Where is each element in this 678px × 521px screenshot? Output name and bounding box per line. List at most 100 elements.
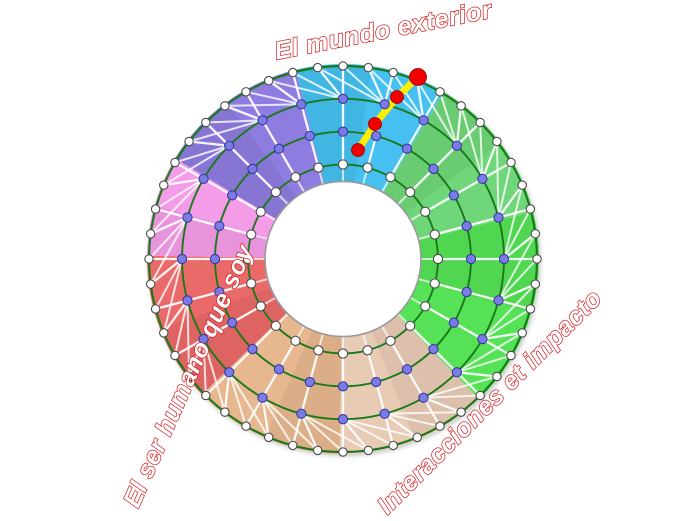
node-dot[interactable] — [363, 445, 374, 456]
node-dot[interactable] — [448, 317, 460, 328]
node-dot[interactable] — [432, 253, 444, 265]
node-dot[interactable] — [405, 320, 416, 331]
node-dot[interactable] — [517, 328, 527, 338]
node-dot[interactable] — [257, 115, 268, 126]
node-dot[interactable] — [418, 392, 429, 403]
node-dot[interactable] — [312, 62, 323, 73]
node-dot[interactable] — [477, 173, 488, 185]
node-dot[interactable] — [420, 301, 431, 312]
node-dot[interactable] — [313, 345, 324, 356]
node-dot[interactable] — [241, 421, 251, 431]
node-dot[interactable] — [337, 126, 349, 137]
node-dot[interactable] — [214, 286, 225, 298]
highlight-node-2[interactable] — [390, 90, 404, 104]
node-dot[interactable] — [418, 115, 429, 126]
node-dot[interactable] — [405, 187, 416, 198]
node-dot[interactable] — [498, 253, 510, 265]
node-dot[interactable] — [412, 432, 422, 443]
node-dot[interactable] — [493, 212, 504, 223]
node-dot[interactable] — [296, 99, 307, 110]
node-dot[interactable] — [388, 440, 398, 451]
node-dot[interactable] — [246, 278, 257, 289]
node-dot[interactable] — [429, 278, 440, 289]
node-dot[interactable] — [363, 62, 374, 73]
node-dot[interactable] — [525, 304, 536, 314]
node-dot[interactable] — [264, 432, 274, 443]
node-dot[interactable] — [184, 371, 194, 382]
node-dot[interactable] — [170, 157, 180, 168]
node-dot[interactable] — [532, 254, 542, 264]
node-dot[interactable] — [362, 162, 373, 173]
node-dot[interactable] — [214, 220, 225, 232]
node-dot[interactable] — [290, 335, 301, 347]
node-dot[interactable] — [370, 376, 382, 388]
sector-red[interactable] — [147, 255, 287, 395]
node-dot[interactable] — [493, 295, 504, 306]
node-dot[interactable] — [170, 350, 180, 361]
node-dot[interactable] — [420, 206, 431, 217]
node-dot[interactable] — [150, 304, 161, 314]
node-dots[interactable] — [144, 61, 542, 457]
highlight-node-0[interactable] — [351, 143, 365, 157]
highlight-path[interactable] — [354, 73, 422, 154]
node-dot[interactable] — [201, 390, 211, 401]
node-dot[interactable] — [428, 343, 439, 355]
node-dot[interactable] — [264, 75, 274, 86]
node-dot[interactable] — [428, 163, 439, 175]
node-dot[interactable] — [338, 61, 348, 71]
node-dot[interactable] — [201, 117, 211, 128]
node-dot[interactable] — [220, 407, 230, 417]
node-dot[interactable] — [362, 345, 373, 356]
node-dot[interactable] — [288, 440, 298, 451]
node-dot[interactable] — [184, 136, 194, 147]
node-dot[interactable] — [517, 180, 527, 190]
node-dot[interactable] — [255, 301, 266, 312]
node-dot[interactable] — [337, 159, 349, 170]
node-dot[interactable] — [145, 229, 156, 239]
node-dot[interactable] — [388, 67, 398, 78]
node-dot[interactable] — [220, 101, 230, 111]
node-dot[interactable] — [435, 87, 445, 97]
node-dot[interactable] — [477, 333, 488, 345]
node-dot[interactable] — [288, 67, 298, 78]
node-dot[interactable] — [257, 392, 268, 403]
node-dot[interactable] — [506, 350, 516, 361]
node-dot[interactable] — [475, 390, 485, 401]
node-dot[interactable] — [242, 253, 254, 265]
node-dot[interactable] — [144, 254, 154, 264]
node-dot[interactable] — [304, 130, 316, 142]
node-dot[interactable] — [337, 348, 349, 359]
node-dot[interactable] — [451, 367, 462, 378]
node-dot[interactable] — [461, 286, 472, 298]
node-dot[interactable] — [247, 343, 258, 355]
node-dot[interactable] — [241, 87, 251, 97]
node-dot[interactable] — [435, 421, 445, 431]
node-dot[interactable] — [379, 408, 390, 419]
node-dot[interactable] — [145, 279, 156, 289]
node-dot[interactable] — [224, 140, 235, 151]
highlight-node-1[interactable] — [368, 117, 382, 131]
node-dot[interactable] — [337, 381, 349, 392]
node-dot[interactable] — [209, 253, 221, 265]
node-dot[interactable] — [338, 447, 348, 457]
node-dot[interactable] — [429, 229, 440, 240]
node-dot[interactable] — [337, 414, 349, 425]
node-dot[interactable] — [304, 376, 316, 388]
node-dot[interactable] — [246, 229, 257, 240]
node-dot[interactable] — [247, 163, 258, 175]
sector-tan-light[interactable] — [339, 314, 480, 455]
node-dot[interactable] — [385, 171, 396, 183]
node-dot[interactable] — [370, 130, 382, 142]
node-dot[interactable] — [492, 136, 502, 147]
node-dot[interactable] — [150, 204, 161, 214]
node-dot[interactable] — [290, 171, 301, 183]
node-dot[interactable] — [226, 317, 238, 328]
node-dot[interactable] — [456, 407, 466, 417]
node-dot[interactable] — [475, 117, 485, 128]
node-dot[interactable] — [401, 143, 413, 154]
node-dot[interactable] — [401, 364, 413, 375]
node-dot[interactable] — [273, 364, 285, 375]
node-dot[interactable] — [492, 371, 502, 382]
node-dot[interactable] — [337, 93, 349, 104]
